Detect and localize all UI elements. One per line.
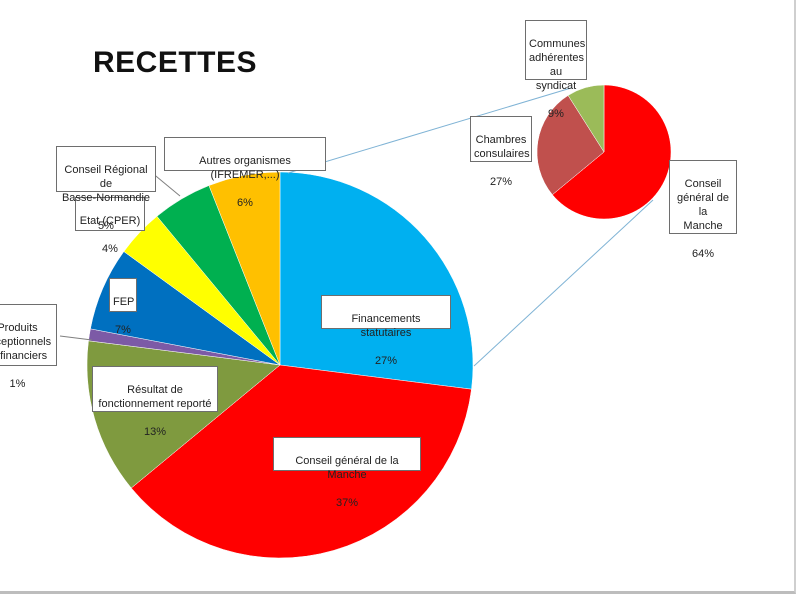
main-pie-slice-autres-organismes-ifremer [208,171,281,366]
label-produits-exceptionnels: Produits exceptionnels et financiers 1% [0,304,57,390]
label-cg-secondary-name: Conseil général de la Manche [677,178,729,232]
secondary-pie [536,84,672,220]
label-conseil-general-name: Conseil général de la Manche [295,455,399,481]
label-communes-adherentes: Communes adhérentes au syndicat 9% [525,20,587,120]
label-resultat-fonctionnement: Résultat de fonctionnement reporté 13% [92,366,218,438]
label-produits-name: Produits exceptionnels et financiers [0,322,52,362]
label-fep: FEP 7% [109,278,137,336]
label-cg-secondary-pct: 64% [691,248,715,260]
label-financements-statutaires: Financements statutaires 27% [321,295,451,367]
label-produits-pct: 1% [9,378,26,390]
label-regional-name: Conseil Régional de Basse-Normandie [61,164,151,204]
label-conseil-general: Conseil général de la Manche 37% [273,437,421,509]
label-fep-name: FEP [113,296,135,308]
label-conseil-regional: Conseil Régional de Basse-Normandie 5% [56,146,156,232]
label-regional-pct: 5% [98,220,114,232]
connector-line-top [287,87,572,174]
secondary-pie-slice-communes-adherentes-au-syndicat [567,84,605,153]
label-etat-pct: 4% [102,243,118,255]
connector-line-bottom [473,199,654,367]
label-financements-name: Financements statutaires [351,313,421,339]
label-communes-pct: 9% [548,108,564,120]
label-etat-cper: Etat (CPER) 4% [75,197,145,255]
leader-line-produits [59,335,93,341]
label-cg-secondary: Conseil général de la Manche 64% [669,160,737,260]
label-communes-name: Communes adhérentes au syndicat [529,38,586,92]
label-chambres-consulaires: Chambres consulaires 27% [470,116,532,188]
label-chambres-pct: 27% [489,176,513,188]
label-autres-pct: 6% [237,197,253,209]
label-fep-pct: 7% [115,324,131,336]
secondary-pie-slice-conseil-general-de-la-manche [552,84,672,220]
label-autres-name: Autres organismes (IFREMER,...) [199,155,291,181]
secondary-pie-slice-chambres-consulaires [536,95,605,196]
label-autres-organismes: Autres organismes (IFREMER,...) 6% [164,137,326,209]
chart-title: RECETTES [93,46,258,79]
label-resultat-pct: 13% [143,426,167,438]
label-financements-pct: 27% [374,355,398,367]
label-chambres-name: Chambres consulaires [474,134,530,160]
label-etat-name: Etat (CPER) [79,215,141,227]
label-resultat-name: Résultat de fonctionnement reporté [98,384,212,410]
main-pie-slice-financements-statutaires [279,171,474,390]
label-conseil-general-pct: 37% [335,497,359,509]
